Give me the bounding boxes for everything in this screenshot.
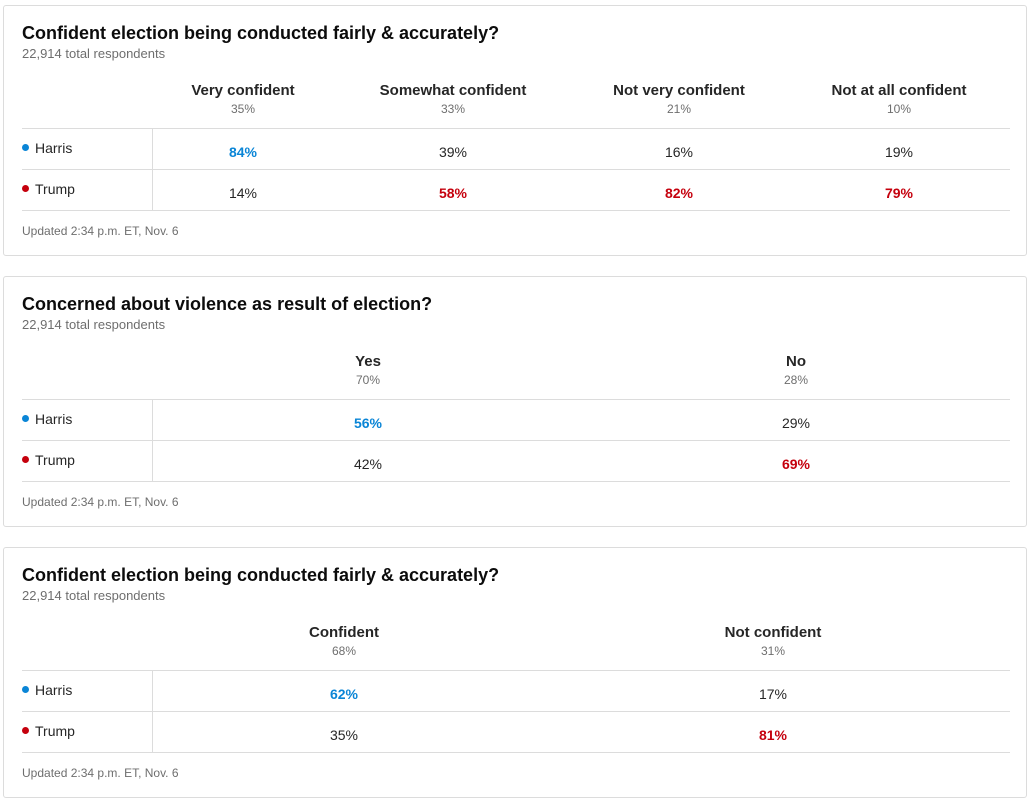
table-row-trump: Trump 14% 58% 82% 79% bbox=[22, 170, 1010, 211]
column-label: Yes bbox=[355, 353, 381, 370]
trump-dot-icon bbox=[22, 456, 29, 463]
column-header: Very confident 35% bbox=[158, 82, 328, 116]
poll-respondents: 22,914 total respondents bbox=[22, 46, 166, 61]
row-label: Trump bbox=[22, 712, 153, 752]
column-share: 70% bbox=[355, 373, 381, 387]
harris-dot-icon bbox=[22, 144, 29, 151]
poll-title: Confident election being conducted fairl… bbox=[22, 23, 500, 43]
harris-dot-icon bbox=[22, 415, 29, 422]
column-label: Very confident bbox=[191, 82, 295, 99]
column-header: Yes 70% bbox=[258, 353, 478, 387]
column-share: 31% bbox=[760, 644, 786, 658]
updated-timestamp: Updated 2:34 p.m. ET, Nov. 6 bbox=[22, 766, 179, 780]
column-label: Not very confident bbox=[613, 82, 745, 99]
poll-card-fair-election-summary: Confident election being conducted fairl… bbox=[3, 547, 1027, 798]
column-header: Not confident 31% bbox=[663, 624, 883, 658]
table-cell: 17% bbox=[758, 686, 788, 702]
poll-respondents: 22,914 total respondents bbox=[22, 588, 166, 603]
column-share: 28% bbox=[783, 373, 809, 387]
column-share: 35% bbox=[230, 102, 256, 116]
table-cell: 35% bbox=[329, 727, 359, 743]
table-row-trump: Trump 42% 69% bbox=[22, 441, 1010, 482]
table-cell: 84% bbox=[228, 144, 258, 160]
candidate-name: Trump bbox=[35, 181, 75, 197]
trump-dot-icon bbox=[22, 185, 29, 192]
table-row-harris: Harris 62% 17% bbox=[22, 671, 1010, 712]
table-header: Yes 70% No 28% bbox=[22, 353, 1010, 400]
column-header: Not very confident 21% bbox=[579, 82, 779, 116]
column-header: Somewhat confident 33% bbox=[353, 82, 553, 116]
column-label: No bbox=[786, 353, 806, 370]
poll-table: Very confident 35% Somewhat confident 33… bbox=[22, 82, 1010, 211]
poll-respondents: 22,914 total respondents bbox=[22, 317, 166, 332]
column-header: Not at all confident 10% bbox=[799, 82, 999, 116]
poll-card-violence-concern: Concerned about violence as result of el… bbox=[3, 276, 1027, 527]
table-cell: 14% bbox=[228, 185, 258, 201]
column-header: No 28% bbox=[686, 353, 906, 387]
table-cell: 58% bbox=[438, 185, 468, 201]
poll-table: Confident 68% Not confident 31% Harris 6… bbox=[22, 624, 1010, 753]
table-header: Very confident 35% Somewhat confident 33… bbox=[22, 82, 1010, 129]
poll-table: Yes 70% No 28% Harris 56% 29% Trump 42% … bbox=[22, 353, 1010, 482]
column-label: Not at all confident bbox=[831, 82, 967, 99]
table-cell: 42% bbox=[353, 456, 383, 472]
column-share: 21% bbox=[666, 102, 692, 116]
row-label: Harris bbox=[22, 400, 153, 440]
column-share: 10% bbox=[886, 102, 912, 116]
table-cell: 81% bbox=[758, 727, 788, 743]
table-cell: 62% bbox=[329, 686, 359, 702]
row-label: Trump bbox=[22, 170, 153, 210]
candidate-name: Trump bbox=[35, 723, 75, 739]
column-label: Confident bbox=[309, 624, 379, 641]
table-cell: 29% bbox=[781, 415, 811, 431]
candidate-name: Harris bbox=[35, 411, 73, 427]
column-share: 68% bbox=[331, 644, 357, 658]
table-row-harris: Harris 84% 39% 16% 19% bbox=[22, 129, 1010, 170]
harris-dot-icon bbox=[22, 686, 29, 693]
candidate-name: Harris bbox=[35, 682, 73, 698]
column-label: Not confident bbox=[724, 624, 822, 641]
table-cell: 82% bbox=[664, 185, 694, 201]
column-label: Somewhat confident bbox=[379, 82, 527, 99]
table-cell: 16% bbox=[664, 144, 694, 160]
poll-title: Concerned about violence as result of el… bbox=[22, 294, 433, 314]
table-row-trump: Trump 35% 81% bbox=[22, 712, 1010, 753]
updated-timestamp: Updated 2:34 p.m. ET, Nov. 6 bbox=[22, 224, 179, 238]
updated-timestamp: Updated 2:34 p.m. ET, Nov. 6 bbox=[22, 495, 179, 509]
poll-title: Confident election being conducted fairl… bbox=[22, 565, 500, 585]
poll-card-fair-election-detailed: Confident election being conducted fairl… bbox=[3, 5, 1027, 256]
row-label: Harris bbox=[22, 129, 153, 169]
row-label: Trump bbox=[22, 441, 153, 481]
table-cell: 19% bbox=[884, 144, 914, 160]
table-header: Confident 68% Not confident 31% bbox=[22, 624, 1010, 671]
table-cell: 69% bbox=[781, 456, 811, 472]
trump-dot-icon bbox=[22, 727, 29, 734]
candidate-name: Trump bbox=[35, 452, 75, 468]
column-header: Confident 68% bbox=[234, 624, 454, 658]
column-share: 33% bbox=[440, 102, 466, 116]
table-cell: 79% bbox=[884, 185, 914, 201]
table-cell: 56% bbox=[353, 415, 383, 431]
table-row-harris: Harris 56% 29% bbox=[22, 400, 1010, 441]
table-cell: 39% bbox=[438, 144, 468, 160]
row-label: Harris bbox=[22, 671, 153, 711]
candidate-name: Harris bbox=[35, 140, 73, 156]
